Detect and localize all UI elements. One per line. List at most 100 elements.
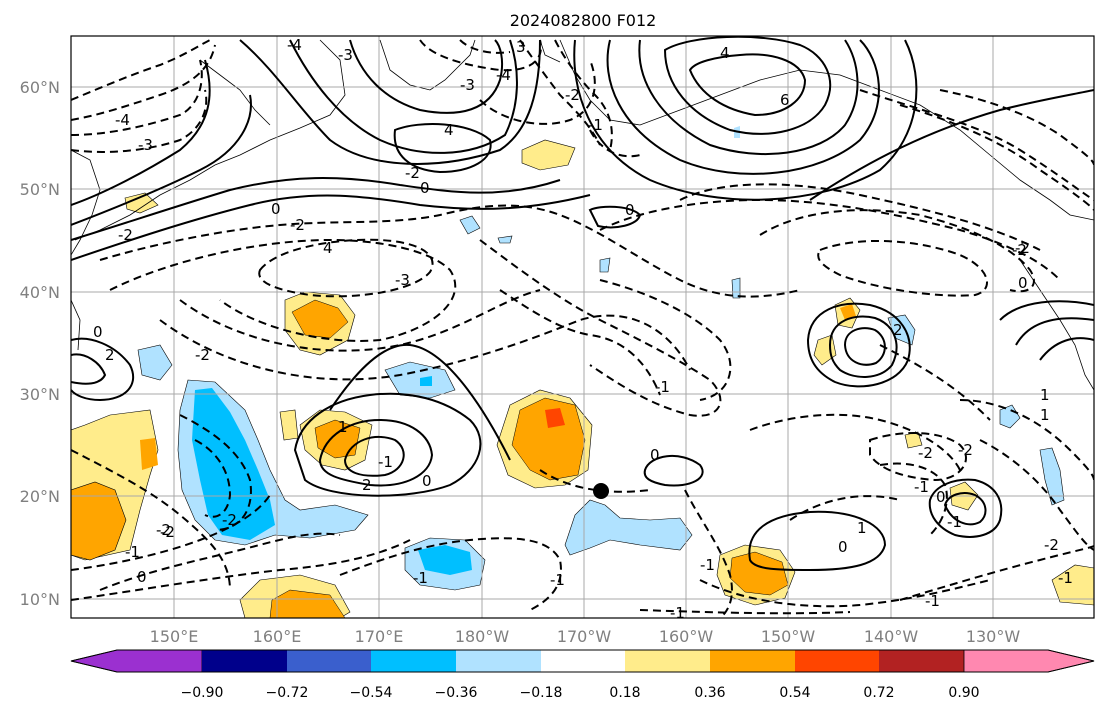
dashed-contours [71, 39, 1094, 618]
negative-anomaly-region [192, 388, 275, 540]
lon-label: 170°E [355, 627, 404, 646]
contour-label: 4 [720, 44, 730, 62]
colorbar-segment [202, 650, 287, 672]
lat-label: 30°N [20, 385, 60, 404]
contour-label: -1 [550, 571, 565, 589]
colorbar-tick-label: −0.90 [181, 685, 224, 701]
contour-label: -1 [670, 604, 685, 622]
contour-label: 1 [338, 418, 348, 436]
colorbar-segment [710, 650, 795, 672]
colorbar-segment [541, 650, 625, 672]
positive-anomaly-region [279, 409, 299, 441]
lat-label: 40°N [20, 283, 60, 302]
lon-label: 160°E [253, 627, 302, 646]
contour-label: -2 [1015, 239, 1030, 257]
graticule [71, 36, 1094, 618]
contour-label: 0 [625, 201, 635, 219]
contour-label: 2 [105, 346, 115, 364]
colorbar-segment [456, 650, 541, 672]
lon-label: 160°W [659, 627, 714, 646]
contour-label: 0 [93, 323, 103, 341]
colorbar-tick-label: 0.36 [694, 685, 725, 701]
contour-label: -2 [565, 86, 580, 104]
contour-label: -1 [1058, 569, 1073, 587]
negative-anomaly-region [418, 545, 472, 575]
negative-anomaly-region [1039, 447, 1065, 506]
positive-anomaly-region [521, 139, 576, 171]
colorbar-segment [371, 650, 456, 672]
colorbar-tick-label: 0.18 [609, 685, 640, 701]
lon-label: 150°E [150, 627, 199, 646]
contour-label: 2 [893, 321, 903, 339]
contour-labels: -4 -3 -4 3 4 -3 6 4 -2 -2 -2 -3 4 -2 0 -… [93, 36, 1073, 622]
positive-anomaly-region [511, 397, 586, 481]
contour-label: -3 [138, 136, 153, 154]
figure-title: 2024082800 F012 [510, 11, 657, 30]
colorbar-segment [795, 650, 879, 672]
colorbar-tick-label: −0.36 [435, 685, 478, 701]
contour-label: 0 [650, 446, 660, 464]
contour-label: 4 [323, 239, 333, 257]
map-frame [70, 35, 1095, 619]
contour-label: -3 [460, 76, 475, 94]
contour-label: -2 [918, 444, 933, 462]
contour-label: -3 [395, 271, 410, 289]
contour-label: -1 [914, 478, 929, 496]
positive-anomaly-region [140, 438, 158, 470]
contour-label: 3 [516, 38, 526, 56]
contour-label: 1 [1040, 406, 1050, 424]
positive-anomaly-region [840, 304, 856, 320]
contour-label: 1 [1040, 386, 1050, 404]
shaded-fields [71, 126, 1094, 618]
colorbar-segment [625, 650, 710, 672]
negative-anomaly-region [420, 376, 432, 386]
colorbar: −0.90 −0.72 −0.54 −0.36 −0.18 0.18 0.36 … [70, 649, 1095, 701]
colorbar-tick-label: 0.54 [779, 685, 810, 701]
colorbar-segment [963, 649, 1095, 673]
positive-anomaly-region [269, 589, 346, 618]
lon-label: 180°W [455, 627, 510, 646]
contour-label: -3 [338, 46, 353, 64]
negative-anomaly-region [731, 277, 741, 299]
positive-anomaly-region [124, 192, 159, 214]
contour-label: -2 [1044, 536, 1059, 554]
colorbar-segment [70, 649, 203, 673]
contour-label: 0 [271, 200, 281, 218]
lon-label: 140°W [864, 627, 919, 646]
colorbar-outline [70, 649, 1095, 673]
contour-label: -2 [958, 441, 973, 459]
contour-label: -1 [588, 116, 603, 134]
colorbar-tick-label: −0.54 [350, 685, 393, 701]
contour-label: 0 [838, 538, 848, 556]
contour-label: -1 [378, 453, 393, 471]
contour-label: 0 [936, 488, 946, 506]
positive-anomaly-region [1051, 564, 1094, 606]
map-panel: -4 -3 -4 3 4 -3 6 4 -2 -2 -2 -3 4 -2 0 -… [20, 35, 1095, 646]
contour-label: -2 [118, 226, 133, 244]
contour-label: 2 [362, 476, 372, 494]
contour-label: 6 [780, 91, 790, 109]
contour-label: 0 [137, 568, 147, 586]
colorbar-tick-label: −0.18 [520, 685, 563, 701]
lon-label: 130°W [966, 627, 1021, 646]
contour-label: 0 [1018, 274, 1028, 292]
contour-label: 1 [857, 519, 867, 537]
lat-label: 60°N [20, 78, 60, 97]
contour-label: -2 [156, 521, 171, 539]
contour-label: -1 [700, 556, 715, 574]
positive-anomaly-region [729, 551, 789, 596]
contour-label: -2 [160, 523, 175, 541]
negative-anomaly-region [599, 257, 611, 273]
contour-label: 0 [420, 179, 430, 197]
latitude-labels: 60°N 50°N 40°N 30°N 20°N 10°N [20, 78, 60, 609]
contour-label: -2 [405, 164, 420, 182]
colorbar-segment [879, 650, 964, 672]
longitude-labels: 150°E 160°E 170°E 180°W 170°W 160°W 150°… [150, 627, 1021, 646]
contour-label: -1 [655, 378, 670, 396]
colorbar-tick-label: −0.72 [266, 685, 309, 701]
coastlines [71, 39, 1094, 391]
contour-label: -1 [947, 513, 962, 531]
contour-label: -2 [222, 511, 237, 529]
contour-label: -1 [413, 569, 428, 587]
